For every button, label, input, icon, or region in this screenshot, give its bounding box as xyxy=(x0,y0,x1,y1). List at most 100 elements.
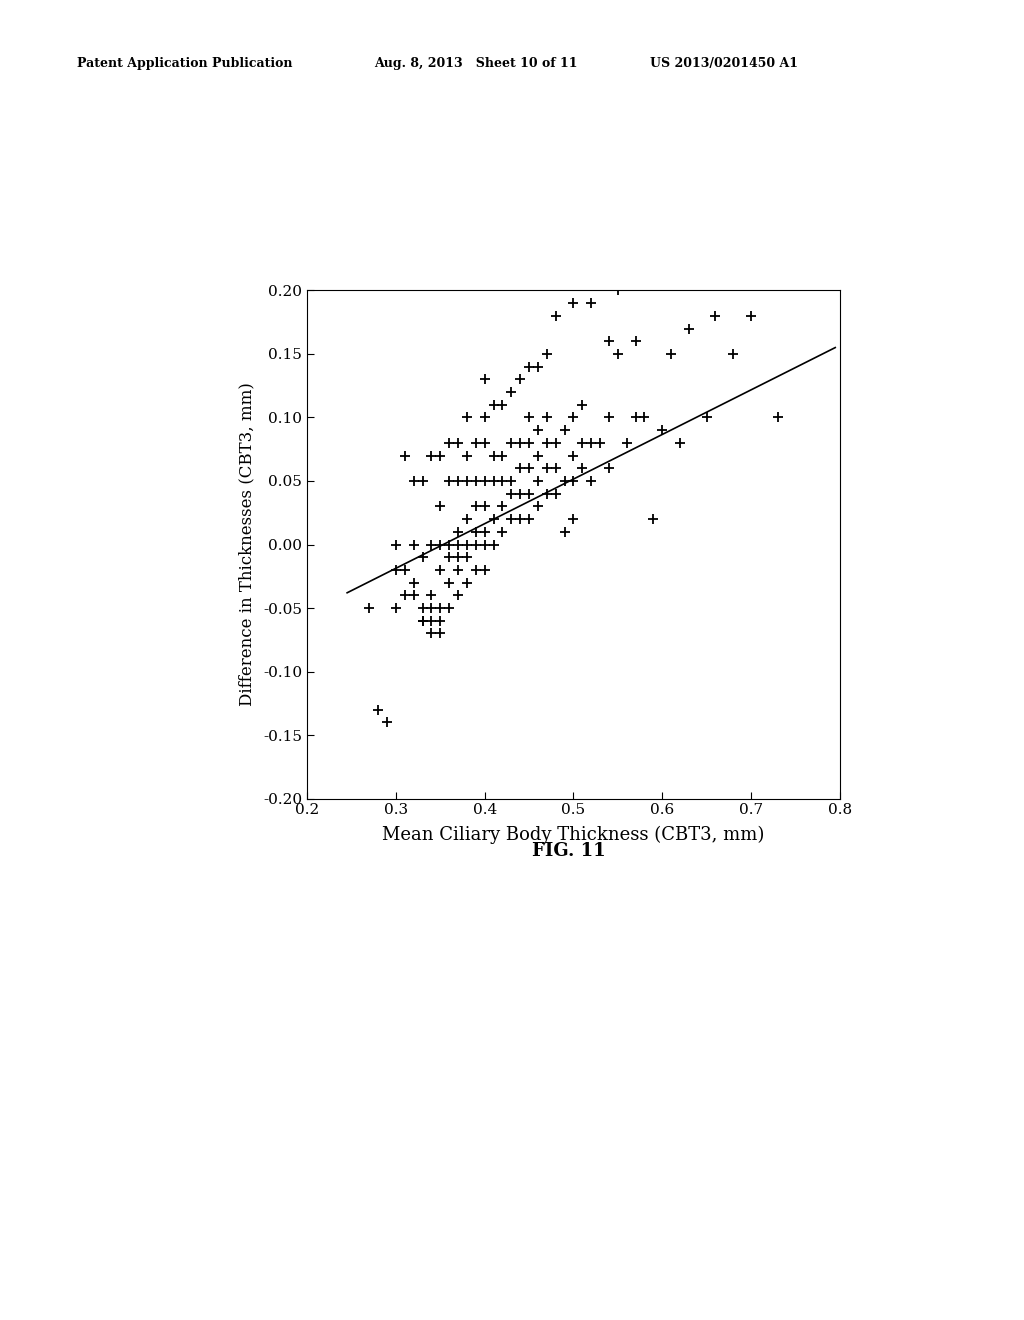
X-axis label: Mean Ciliary Body Thickness (CBT3, mm): Mean Ciliary Body Thickness (CBT3, mm) xyxy=(382,826,765,843)
Point xyxy=(521,356,538,378)
Point xyxy=(565,293,582,314)
Point xyxy=(441,546,458,568)
Point xyxy=(521,407,538,428)
Point xyxy=(441,533,458,554)
Point xyxy=(512,432,528,453)
Point xyxy=(583,432,599,453)
Point xyxy=(529,470,546,491)
Point xyxy=(495,496,511,517)
Point xyxy=(468,496,484,517)
Point xyxy=(495,470,511,491)
Point xyxy=(388,560,404,581)
Point xyxy=(441,470,458,491)
Point xyxy=(388,598,404,619)
Point xyxy=(708,305,724,326)
Point xyxy=(468,432,484,453)
Point xyxy=(725,343,741,364)
Point xyxy=(636,407,652,428)
Point xyxy=(539,343,555,364)
Point xyxy=(459,470,475,491)
Point xyxy=(521,508,538,529)
Point xyxy=(485,395,502,416)
Point xyxy=(432,533,449,554)
Point xyxy=(432,445,449,466)
Point xyxy=(512,508,528,529)
Point xyxy=(503,483,519,504)
Point xyxy=(459,546,475,568)
Point xyxy=(485,445,502,466)
Point xyxy=(476,368,493,389)
Point xyxy=(459,572,475,593)
Point xyxy=(476,432,493,453)
Point xyxy=(370,700,386,721)
Point xyxy=(459,533,475,554)
Point xyxy=(698,407,715,428)
Point xyxy=(565,470,582,491)
Point xyxy=(406,470,422,491)
Point xyxy=(565,508,582,529)
Point xyxy=(574,458,591,479)
Point xyxy=(548,458,564,479)
Point xyxy=(423,623,439,644)
Point xyxy=(423,598,439,619)
Point xyxy=(388,533,404,554)
Point xyxy=(539,407,555,428)
Point xyxy=(583,293,599,314)
Point xyxy=(512,368,528,389)
Point xyxy=(495,521,511,543)
Point xyxy=(601,458,617,479)
Point xyxy=(415,610,431,631)
Point xyxy=(476,560,493,581)
Point xyxy=(441,598,458,619)
Point xyxy=(503,432,519,453)
Point xyxy=(423,585,439,606)
Point xyxy=(628,407,644,428)
Point xyxy=(450,560,466,581)
Point xyxy=(450,533,466,554)
Point xyxy=(379,711,395,733)
Point xyxy=(628,330,644,351)
Point xyxy=(495,445,511,466)
Point xyxy=(476,496,493,517)
Point xyxy=(468,470,484,491)
Point xyxy=(450,546,466,568)
Text: US 2013/0201450 A1: US 2013/0201450 A1 xyxy=(650,57,799,70)
Point xyxy=(521,483,538,504)
Point xyxy=(609,343,626,364)
Point xyxy=(503,470,519,491)
Point xyxy=(476,407,493,428)
Point xyxy=(529,420,546,441)
Point xyxy=(556,420,572,441)
Point xyxy=(423,445,439,466)
Point xyxy=(450,585,466,606)
Point xyxy=(441,432,458,453)
Point xyxy=(548,432,564,453)
Point xyxy=(450,432,466,453)
Point xyxy=(423,610,439,631)
Point xyxy=(565,445,582,466)
Text: Patent Application Publication: Patent Application Publication xyxy=(77,57,292,70)
Point xyxy=(592,432,608,453)
Point xyxy=(583,470,599,491)
Point xyxy=(654,420,671,441)
Point xyxy=(769,407,785,428)
Point xyxy=(432,598,449,619)
Point xyxy=(459,407,475,428)
Point xyxy=(521,458,538,479)
Point xyxy=(539,458,555,479)
Text: FIG. 11: FIG. 11 xyxy=(531,842,605,861)
Point xyxy=(485,533,502,554)
Point xyxy=(601,407,617,428)
Point xyxy=(450,470,466,491)
Point xyxy=(459,445,475,466)
Point xyxy=(485,508,502,529)
Point xyxy=(432,496,449,517)
Point xyxy=(468,521,484,543)
Point xyxy=(432,623,449,644)
Point xyxy=(672,432,688,453)
Point xyxy=(432,610,449,631)
Point xyxy=(521,432,538,453)
Point xyxy=(609,280,626,301)
Point xyxy=(406,533,422,554)
Point xyxy=(468,533,484,554)
